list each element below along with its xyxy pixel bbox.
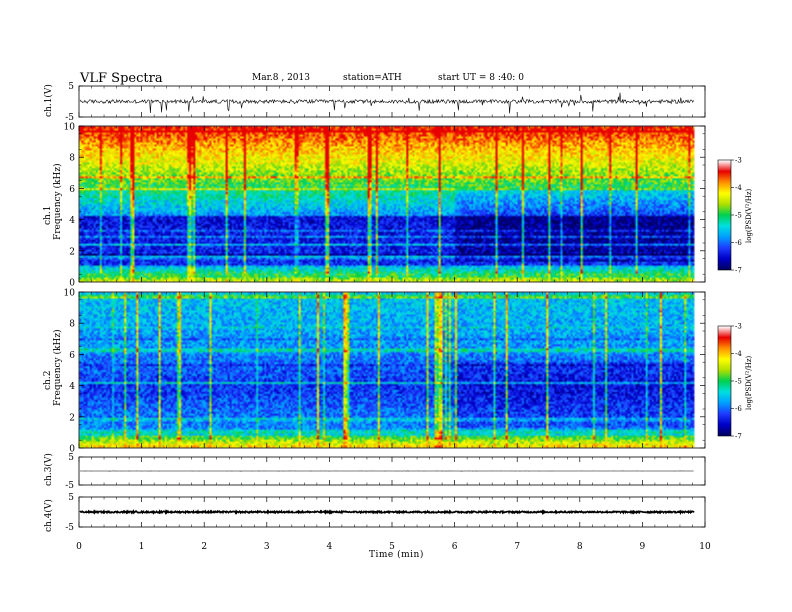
ch2-spectrogram-ylabel-frequency: Frequency (kHz) [53,329,63,406]
ch4-ytick-label: 5 [68,493,74,503]
spectrogram-layer [79,126,731,448]
axes-layer [78,85,734,528]
ch2-spec-spectrogram-image [79,292,705,448]
ch2-spec-colorbar-image [718,326,731,436]
ch2-spec-ytick-label: 0 [69,445,75,455]
chart-title: VLF Spectra [80,71,163,86]
ch2-spec-ytick-label: 6 [69,351,75,361]
x-tick-label-2: 2 [201,542,207,552]
ch1-ytick-label: -5 [65,113,74,123]
ch1-ytick-label: 5 [68,82,74,92]
x-tick-label-9: 9 [640,542,646,552]
ch2-spec-ytick-label: 10 [64,289,76,299]
ch2-spec-colorbar-tick-label: -4 [735,350,742,358]
ch4-trace [79,508,695,516]
ch3-ytick-label: -5 [65,481,74,491]
ch2-spec-ytick-label: 2 [69,413,75,423]
ch4-ytick-label: -5 [65,523,74,533]
x-tick-label-5: 5 [389,542,395,552]
x-tick-label-1: 1 [139,542,145,552]
ch1-spec-colorbar-tick-label: -7 [735,267,742,275]
ch2-spectrogram-ylabel-channel: ch.2 [43,370,53,390]
start-time-label: start UT = 8 :40: 0 [438,73,524,83]
tick-label-layer: 5-55-55-50246810-3-4-5-6-70246810-3-4-5-… [64,82,743,552]
ch1-voltage-ylabel: ch.1(V) [44,84,54,117]
date-label: Mar.8 , 2013 [252,73,310,83]
ch1-spec-ytick-label: 4 [69,216,75,226]
ch2-spec-colorbar-tick-label: -5 [735,378,742,386]
x-tick-label-3: 3 [264,542,270,552]
ch1-spectrogram-ylabel-channel: ch.1 [43,205,53,225]
ch2-colorbar-label: log(PSD(V²/Hz) [745,355,753,410]
ch1-spec-ytick-label: 2 [69,247,75,257]
ch1-trace [79,92,694,114]
ch1-spec-ytick-label: 8 [69,154,75,164]
x-tick-label-0: 0 [76,542,82,552]
ch1-spec-colorbar-tick-label: -6 [735,239,742,247]
ch1-spectrogram-ylabel-frequency: Frequency (kHz) [53,163,63,240]
ch2-spec-colorbar-tick-label: -6 [735,405,742,413]
ch1-spec-colorbar-image [718,160,731,270]
ch4-voltage-ylabel: ch.4(V) [44,499,54,532]
ch1-colorbar-label: log(PSD(V²/Hz) [745,188,753,243]
x-tick-label-10: 10 [699,542,711,552]
ch1-spec-colorbar-tick-label: -3 [735,157,742,165]
x-tick-label-8: 8 [577,542,583,552]
ch2-spec-ytick-label: 8 [69,320,75,330]
trace-layer [79,92,695,516]
station-label: station=ATH [343,73,402,83]
ch2-spec-ytick-label: 4 [69,382,75,392]
ch1-spec-spectrogram-image [79,126,705,282]
ch1-spec-colorbar-tick-label: -5 [735,212,742,220]
ch1-spec-colorbar-tick-label: -4 [735,184,742,192]
ch1-spec-ytick-label: 0 [69,279,75,289]
ch3-ytick-label: 5 [68,453,74,463]
ch1-spec-ytick-label: 6 [69,185,75,195]
ch2-spec-colorbar-tick-label: -7 [735,433,742,441]
x-axis-label: Time (min) [369,550,424,560]
x-tick-label-4: 4 [327,542,333,552]
x-tick-label-6: 6 [452,542,458,552]
ch1-spec-ytick-label: 10 [64,123,76,133]
ch2-spec-colorbar-tick-label: -3 [735,323,742,331]
x-tick-label-7: 7 [514,542,520,552]
ch3-voltage-ylabel: ch.3(V) [44,453,54,486]
